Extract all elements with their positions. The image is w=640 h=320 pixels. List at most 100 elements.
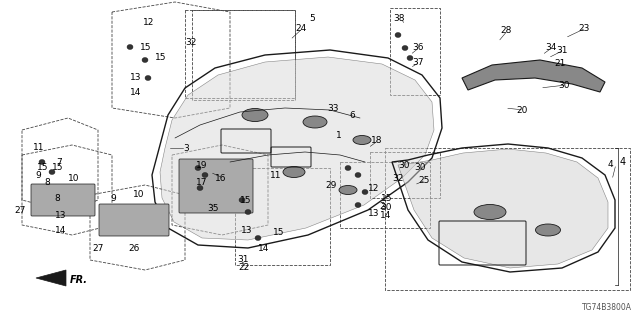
Polygon shape [462,60,605,92]
Text: 36: 36 [412,43,424,52]
Text: 38: 38 [393,13,404,22]
Text: 8: 8 [44,178,50,187]
Bar [340,162,430,228]
Text: 14: 14 [130,87,141,97]
Text: 32: 32 [392,173,403,182]
Polygon shape [398,149,608,268]
Text: 15: 15 [155,52,166,61]
Text: 14: 14 [55,226,67,235]
Text: 20: 20 [516,106,527,115]
Text: 18: 18 [371,135,383,145]
Polygon shape [36,270,66,286]
Text: 2: 2 [379,202,385,211]
Text: 15: 15 [273,228,285,236]
Text: 14: 14 [258,244,269,252]
FancyBboxPatch shape [99,204,169,236]
Text: 27: 27 [92,244,104,252]
Text: 13: 13 [130,73,141,82]
Text: 27: 27 [14,205,26,214]
Text: FR.: FR. [70,275,88,285]
FancyBboxPatch shape [179,159,253,213]
Text: 30: 30 [398,161,410,170]
Ellipse shape [127,44,133,50]
Text: 28: 28 [500,26,511,35]
Text: 13: 13 [55,211,67,220]
Ellipse shape [395,33,401,37]
Text: 9: 9 [35,171,41,180]
Polygon shape [160,57,434,240]
Text: 21: 21 [554,59,565,68]
FancyBboxPatch shape [31,184,95,216]
Text: 11: 11 [33,142,45,151]
Text: 17: 17 [196,178,207,187]
Text: TG74B3800A: TG74B3800A [582,303,632,312]
Ellipse shape [239,197,245,203]
Text: 13: 13 [368,209,380,218]
Text: 12: 12 [368,183,380,193]
Ellipse shape [49,170,55,174]
Text: 33: 33 [327,103,339,113]
Text: 12: 12 [143,18,154,27]
Text: 13: 13 [241,226,253,235]
Text: 6: 6 [349,110,355,119]
Text: 31: 31 [237,255,248,265]
Text: 29: 29 [325,180,337,189]
Ellipse shape [355,172,361,178]
Ellipse shape [195,165,201,171]
Text: 37: 37 [412,58,424,67]
Text: 1: 1 [336,131,342,140]
Text: 15: 15 [381,194,392,203]
Ellipse shape [142,58,148,62]
Ellipse shape [202,172,208,178]
Bar [235,168,330,265]
Ellipse shape [283,166,305,178]
Text: 14: 14 [380,211,392,220]
Text: 10: 10 [68,173,79,182]
Text: 32: 32 [185,37,196,46]
Ellipse shape [303,116,327,128]
Ellipse shape [402,45,408,51]
Text: 10: 10 [133,189,145,198]
Ellipse shape [242,108,268,122]
Text: 4: 4 [620,157,626,167]
Text: 26: 26 [128,244,140,252]
Text: 16: 16 [215,173,227,182]
Ellipse shape [39,159,45,164]
Text: 23: 23 [578,23,589,33]
Text: 25: 25 [418,175,429,185]
Ellipse shape [345,165,351,171]
Ellipse shape [255,236,261,241]
Text: 31: 31 [556,45,568,54]
Text: 5: 5 [309,13,315,22]
Text: 15: 15 [140,43,152,52]
Bar [185,10,295,98]
Text: 9: 9 [110,194,116,203]
Bar [390,8,440,95]
Ellipse shape [197,186,203,190]
Text: 30: 30 [380,203,392,212]
Bar [385,148,630,290]
Ellipse shape [474,204,506,220]
Text: 30: 30 [414,163,426,172]
Text: 8: 8 [54,194,60,203]
Ellipse shape [362,189,368,195]
Text: 15: 15 [52,163,63,172]
Ellipse shape [245,210,251,214]
Text: 15: 15 [37,163,49,172]
Text: 15: 15 [240,196,252,204]
Text: 3: 3 [183,143,189,153]
Text: 34: 34 [545,43,556,52]
Text: 30: 30 [558,81,570,90]
Text: 35: 35 [207,204,218,212]
Text: 11: 11 [270,171,282,180]
Ellipse shape [536,224,561,236]
Text: 4: 4 [608,159,614,169]
Ellipse shape [355,203,361,207]
Text: 24: 24 [295,23,307,33]
Ellipse shape [145,76,151,81]
Ellipse shape [339,186,357,195]
Ellipse shape [353,135,371,145]
Text: 19: 19 [196,161,207,170]
Bar [192,10,295,100]
Ellipse shape [407,55,413,60]
